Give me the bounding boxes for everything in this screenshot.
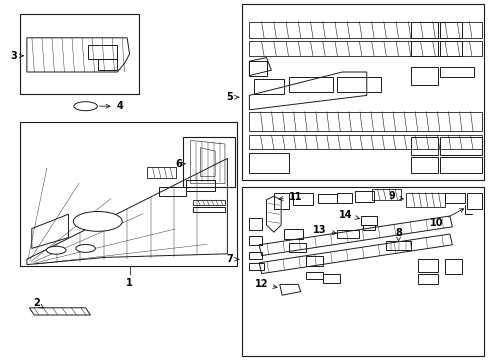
Bar (337, 193, 351, 203)
Bar (242, 187, 483, 356)
Ellipse shape (74, 102, 97, 111)
Bar (183, 137, 234, 187)
Bar (410, 157, 437, 173)
Bar (249, 263, 264, 270)
Bar (322, 274, 339, 283)
Bar (185, 180, 215, 191)
Text: 6: 6 (175, 159, 184, 169)
Text: 11: 11 (278, 192, 302, 202)
Bar (305, 272, 322, 279)
Bar (249, 153, 288, 173)
Bar (288, 77, 332, 92)
Text: 7: 7 (226, 254, 238, 264)
Text: 14: 14 (338, 210, 359, 220)
Text: 2: 2 (33, 298, 43, 309)
Bar (362, 225, 374, 230)
Bar (337, 77, 381, 92)
Bar (249, 41, 481, 56)
Bar (249, 112, 481, 131)
Bar (444, 193, 464, 203)
Bar (249, 61, 266, 76)
Bar (444, 259, 461, 274)
Bar (88, 45, 117, 59)
Bar (283, 229, 303, 239)
Bar (439, 67, 473, 77)
Bar (439, 137, 481, 155)
Bar (249, 252, 261, 259)
Bar (249, 135, 481, 149)
Ellipse shape (46, 246, 66, 254)
Bar (273, 193, 288, 209)
Bar (386, 241, 410, 250)
Text: 13: 13 (312, 225, 336, 235)
Bar (193, 200, 224, 205)
Bar (417, 259, 437, 272)
Bar (249, 218, 261, 230)
Bar (417, 274, 437, 284)
Bar (249, 236, 261, 245)
Bar (317, 194, 337, 203)
Text: 10: 10 (429, 209, 463, 228)
Bar (337, 230, 359, 238)
Bar (410, 67, 437, 85)
Bar (466, 193, 481, 209)
Bar (410, 137, 437, 155)
Bar (146, 167, 176, 178)
Bar (439, 41, 461, 56)
Bar (354, 191, 373, 202)
Ellipse shape (73, 211, 122, 231)
Bar (193, 207, 224, 212)
Bar (439, 22, 461, 38)
Text: 1: 1 (126, 278, 133, 288)
Ellipse shape (76, 244, 95, 252)
Text: 3: 3 (10, 51, 23, 61)
Bar (254, 79, 283, 94)
Bar (242, 4, 483, 180)
Bar (305, 256, 322, 266)
Bar (410, 22, 437, 38)
Text: 4: 4 (100, 101, 123, 111)
Bar (98, 59, 117, 70)
Text: 8: 8 (394, 228, 401, 241)
Bar (288, 243, 305, 252)
Text: 5: 5 (226, 92, 238, 102)
Bar (159, 187, 185, 196)
Bar (410, 41, 437, 56)
Bar (439, 157, 481, 173)
Bar (20, 14, 139, 94)
Text: 9: 9 (387, 191, 403, 201)
Bar (405, 193, 444, 207)
Bar (371, 189, 400, 200)
Bar (360, 216, 376, 225)
Bar (249, 22, 481, 38)
Bar (20, 122, 237, 266)
Text: 12: 12 (254, 279, 277, 289)
Bar (293, 193, 312, 205)
